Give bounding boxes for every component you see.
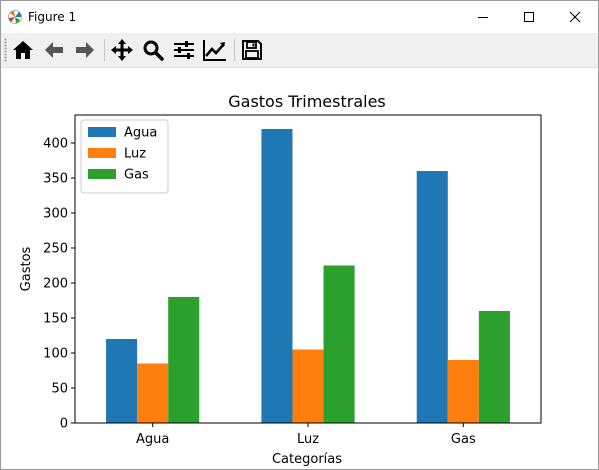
bar-gas-agua (168, 297, 200, 423)
toolbar-separator (104, 39, 105, 61)
chart-title: Gastos Trimestrales (228, 92, 386, 111)
move-icon (111, 39, 133, 61)
zoom-button[interactable] (140, 37, 166, 63)
legend-swatch (88, 127, 116, 137)
back-button[interactable] (41, 37, 67, 63)
y-tick-label: 100 (43, 347, 68, 362)
x-axis-label: Categorías (272, 452, 342, 467)
save-button[interactable] (239, 37, 265, 63)
floppy-icon (242, 40, 262, 60)
subplots-button[interactable] (171, 37, 197, 63)
figure-canvas[interactable]: Gastos Trimestrales 0 50 100 150 200 250 300 35… (1, 68, 598, 468)
pan-button[interactable] (109, 37, 135, 63)
matplotlib-app-icon (8, 10, 22, 24)
x-tick-label: Gas (451, 432, 476, 447)
y-axis-label: Gastos (19, 246, 34, 291)
home-button[interactable] (10, 37, 36, 63)
toolbar-separator (234, 39, 235, 61)
sliders-icon (174, 41, 194, 59)
bar-luz-agua (137, 363, 169, 423)
edit-axes-button[interactable] (202, 37, 228, 63)
y-tick-label: 150 (43, 312, 68, 327)
y-tick-label: 400 (43, 137, 68, 152)
legend-label: Gas (124, 168, 149, 183)
y-tick-label: 350 (43, 172, 68, 187)
close-button[interactable] (552, 1, 598, 33)
minimize-icon (478, 17, 488, 18)
magnifier-icon (143, 40, 164, 61)
legend-label: Agua (124, 126, 157, 141)
title-bar[interactable]: Figure 1 (1, 1, 598, 33)
navigation-toolbar (1, 33, 598, 68)
y-tick-label: 300 (43, 207, 68, 222)
bar-gas-luz (323, 265, 355, 423)
window-title: Figure 1 (28, 10, 77, 24)
y-tick-label: 0 (60, 417, 68, 432)
legend: Agua Luz Gas (80, 119, 169, 194)
bar-agua-luz (261, 129, 293, 423)
x-tick-label: Luz (297, 432, 319, 447)
bar-agua-agua (106, 339, 138, 423)
bar-gas-gas (478, 311, 510, 423)
y-tick-label: 50 (51, 382, 68, 397)
legend-swatch (88, 148, 116, 158)
bar-agua-gas (416, 171, 448, 423)
close-icon (569, 11, 581, 23)
bar-luz-luz (292, 349, 324, 423)
x-axis: Agua Luz Gas (136, 423, 476, 447)
minimize-button[interactable] (460, 1, 506, 33)
toolbar-grip[interactable] (4, 38, 7, 62)
legend-label: Luz (124, 147, 146, 162)
arrow-left-icon (45, 42, 63, 58)
x-tick-label: Agua (136, 432, 169, 447)
forward-button[interactable] (72, 37, 98, 63)
legend-swatch (88, 169, 116, 179)
maximize-button[interactable] (506, 1, 552, 33)
y-tick-label: 250 (43, 242, 68, 257)
arrow-right-icon (76, 42, 94, 58)
y-tick-label: 200 (43, 277, 68, 292)
chart-line-icon (203, 40, 226, 61)
bar-luz-gas (447, 360, 479, 423)
bar-group (106, 129, 510, 423)
y-axis: 0 50 100 150 200 250 300 350 400 (43, 137, 75, 432)
maximize-icon (524, 12, 534, 22)
axes-frame (74, 114, 542, 424)
home-icon (13, 41, 33, 59)
